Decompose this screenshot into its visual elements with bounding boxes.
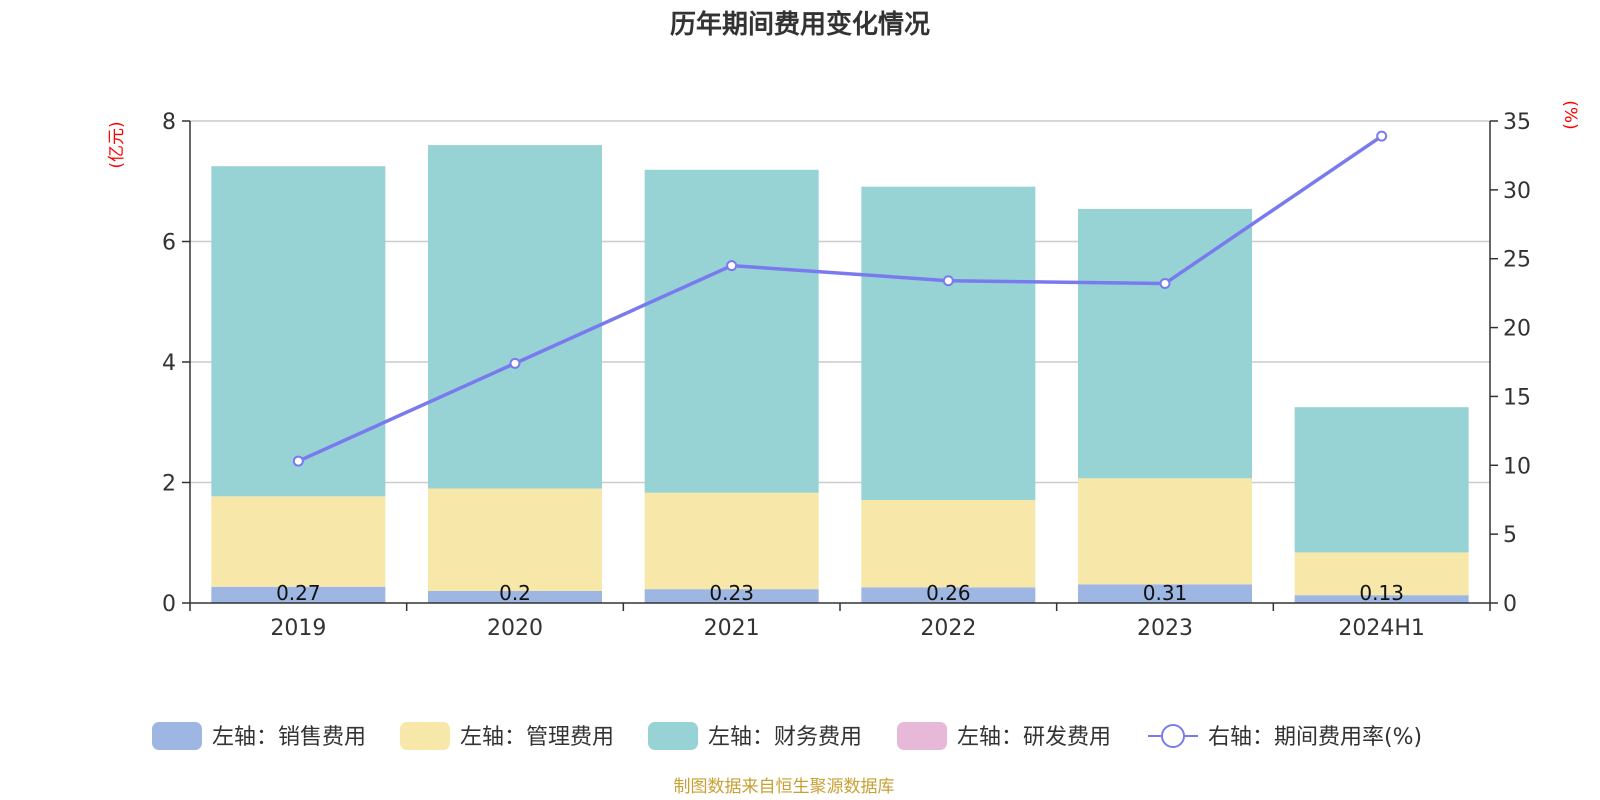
expense-rate-line-group	[292, 130, 1388, 467]
gridlines	[190, 120, 1490, 484]
chart-title: 历年期间费用变化情况	[670, 9, 930, 40]
legend-marker[interactable]	[1161, 724, 1185, 748]
bar-segment-0	[644, 589, 819, 603]
axes: 0 2 4 6 8 0 5 10 15 20 25 30 35 2019 2020 2021 2022 2023 2…	[162, 110, 1531, 641]
bar-segment-2	[1294, 407, 1469, 553]
legend-label[interactable]: 左轴：管理费用	[460, 725, 614, 750]
legend-label[interactable]: 左轴：研发费用	[957, 725, 1111, 750]
sales-value-label: 0.13	[1359, 581, 1404, 605]
expense-rate-point	[509, 357, 521, 369]
bar-segment-0	[428, 590, 602, 603]
left-tick-label: 6	[162, 231, 176, 256]
legend-swatch[interactable]	[648, 722, 698, 750]
right-tick-label: 30	[1503, 179, 1531, 204]
bar-segment-2	[1078, 208, 1252, 479]
bar-segment-0	[211, 586, 386, 603]
x-tick-label: 2024H1	[1338, 616, 1425, 641]
source-note: 制图数据来自恒生聚源数据库	[674, 777, 895, 797]
right-tick-label: 35	[1503, 110, 1531, 135]
legend-swatch[interactable]	[152, 722, 202, 750]
sales-value-label: 0.2	[499, 581, 531, 605]
legend-swatch[interactable]	[400, 722, 450, 750]
x-tick-label: 2023	[1137, 616, 1193, 641]
right-tick-label: 15	[1503, 385, 1531, 410]
expense-rate-line	[297, 134, 1383, 463]
expense-rate-point	[292, 455, 304, 467]
bar-segment-1	[211, 496, 386, 587]
x-tick-label: 2019	[270, 616, 326, 641]
sales-value-label: 0.26	[926, 581, 971, 605]
x-tick-label: 2021	[704, 616, 760, 641]
right-axis-unit: (%)	[1560, 100, 1580, 129]
right-tick-label: 5	[1503, 523, 1517, 548]
expense-rate-point	[1376, 130, 1388, 142]
expense-rate-point	[942, 275, 954, 287]
legend-label[interactable]: 右轴：期间费用率(%)	[1208, 725, 1422, 750]
bar-segment-1	[428, 488, 602, 591]
bar-segment-0	[861, 587, 1036, 603]
bar-segment-1	[1078, 478, 1252, 585]
bar-segment-0	[1078, 584, 1252, 603]
left-tick-label: 2	[162, 472, 176, 497]
x-tick-label: 2022	[920, 616, 976, 641]
bar-stack-group	[211, 145, 1469, 603]
sales-value-label: 0.23	[709, 581, 754, 605]
data-label-group: 0.27 0.2 0.23 0.26 0.31 0.13	[276, 581, 1404, 605]
right-tick-label: 25	[1503, 248, 1531, 273]
bar-segment-0	[1294, 595, 1469, 603]
right-tick-label: 20	[1503, 317, 1531, 342]
bar-segment-1	[861, 499, 1036, 588]
bar-segment-2	[211, 166, 386, 497]
expense-rate-point	[726, 260, 738, 272]
bar-segment-1	[1294, 552, 1469, 596]
x-tick-label: 2020	[487, 616, 543, 641]
sales-value-label: 0.27	[276, 581, 321, 605]
right-tick-label: 10	[1503, 454, 1531, 479]
bar-segment-1	[644, 492, 819, 590]
bar-segment-2	[428, 145, 602, 489]
left-tick-label: 4	[162, 351, 176, 376]
left-axis-unit: (亿元)	[107, 121, 127, 168]
legend-swatch[interactable]	[897, 722, 947, 750]
left-tick-label: 8	[162, 110, 176, 135]
legend-label[interactable]: 左轴：财务费用	[708, 725, 862, 750]
bar-segment-2	[644, 169, 819, 493]
expense-rate-point	[1159, 278, 1171, 290]
right-tick-label: 0	[1503, 592, 1517, 617]
legend-label[interactable]: 左轴：销售费用	[212, 725, 366, 750]
legend: 左轴：销售费用 左轴：管理费用 左轴：财务费用 左轴：研发费用 右轴：期间费用率(%)	[152, 722, 1422, 750]
left-tick-label: 0	[162, 592, 176, 617]
sales-value-label: 0.31	[1143, 581, 1188, 605]
bar-segment-2	[861, 186, 1036, 500]
